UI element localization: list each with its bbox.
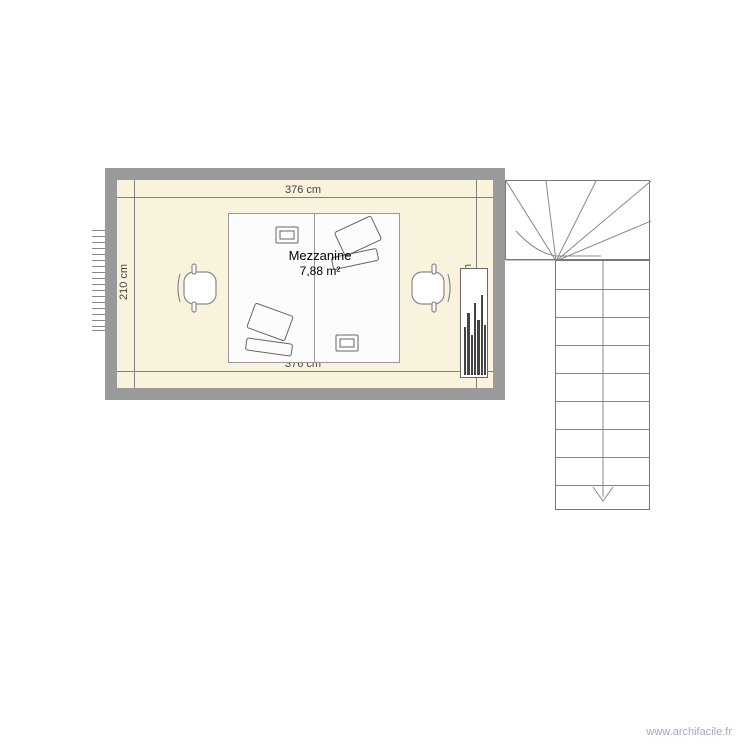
footer-link[interactable]: www.archifacile.fr (646, 726, 732, 738)
stair-landing (505, 180, 650, 260)
dim-top-text: 376 cm (285, 184, 321, 196)
bookshelf (460, 268, 488, 378)
floor-plan: 376 cm 376 cm 210 cm 209 cm (0, 0, 750, 750)
chair-left (172, 260, 228, 316)
stair-run (555, 260, 650, 510)
dim-bottom-line (117, 371, 493, 372)
radiator-symbol (92, 230, 105, 330)
room-area: 7,88 m² (270, 264, 370, 278)
desk-items (228, 213, 400, 363)
dim-left-text: 210 cm (118, 264, 130, 300)
chair-right (400, 260, 456, 316)
dim-left-line (134, 180, 135, 388)
room-label: Mezzanine (270, 248, 370, 263)
dim-top-line (117, 197, 493, 198)
